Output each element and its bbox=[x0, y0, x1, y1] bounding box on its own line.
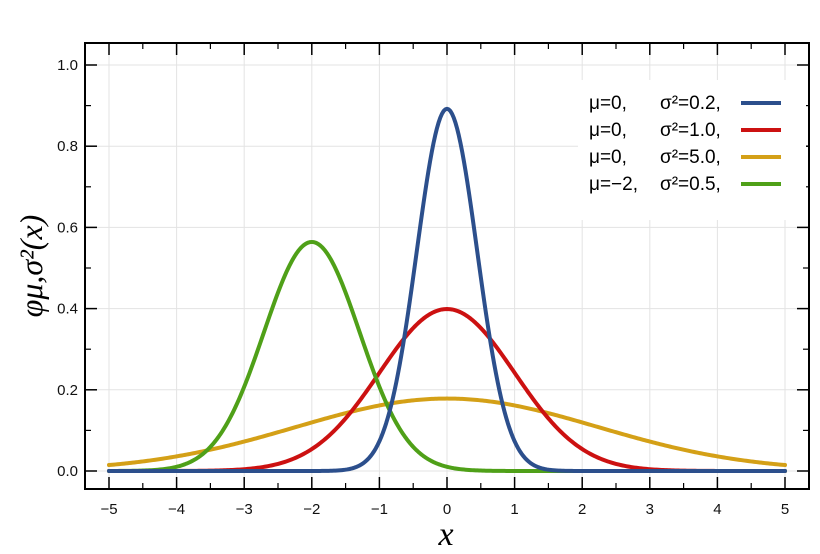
series-line bbox=[107, 106, 787, 473]
y-axis-label: φμ,σ²(x) bbox=[13, 215, 49, 318]
y-tick-label: 0.0 bbox=[57, 463, 78, 480]
legend-mu-label: μ=0, bbox=[589, 93, 627, 114]
legend-mu-label: μ=0, bbox=[589, 147, 627, 168]
x-tick-label: −1 bbox=[371, 501, 388, 518]
x-tick-label: 0 bbox=[443, 501, 451, 518]
x-tick-label: −5 bbox=[100, 501, 117, 518]
y-tick-label: 0.6 bbox=[57, 219, 78, 236]
series-curves bbox=[107, 106, 787, 473]
legend-sigma-label: σ²=0.2, bbox=[660, 93, 721, 114]
y-tick-label: 0.4 bbox=[57, 301, 78, 318]
axis-tick-labels: −5 −4 −3 −2 −1 0 1 2 3 4 5 0.0 0.2 0.4 0.6 0.8 1.0 bbox=[57, 57, 789, 518]
legend-sigma-label: σ²=5.0, bbox=[660, 147, 721, 168]
x-tick-label: 3 bbox=[646, 501, 654, 518]
x-tick-label: −2 bbox=[303, 501, 320, 518]
legend-sigma-label: σ²=0.5, bbox=[660, 174, 721, 195]
legend: μ=0, σ²=0.2, μ=0, σ²=1.0, μ=0, σ²=5.0, μ=−2, σ²… bbox=[578, 80, 806, 220]
x-tick-label: 4 bbox=[713, 501, 721, 518]
legend-mu-label: μ=0, bbox=[589, 120, 627, 141]
legend-sigma-label: σ²=1.0, bbox=[660, 120, 721, 141]
x-tick-label: 2 bbox=[578, 501, 586, 518]
x-tick-label: −4 bbox=[168, 501, 185, 518]
x-tick-label: 5 bbox=[781, 501, 789, 518]
axis-ticks bbox=[85, 43, 809, 489]
x-tick-label: 1 bbox=[510, 501, 518, 518]
x-tick-label: −3 bbox=[236, 501, 253, 518]
y-tick-label: 1.0 bbox=[57, 57, 78, 74]
legend-mu-label: μ=−2, bbox=[589, 174, 638, 195]
series-line bbox=[107, 396, 787, 468]
y-tick-label: 0.2 bbox=[57, 382, 78, 399]
x-axis-label: x bbox=[437, 516, 453, 553]
y-tick-label: 0.8 bbox=[57, 138, 78, 155]
